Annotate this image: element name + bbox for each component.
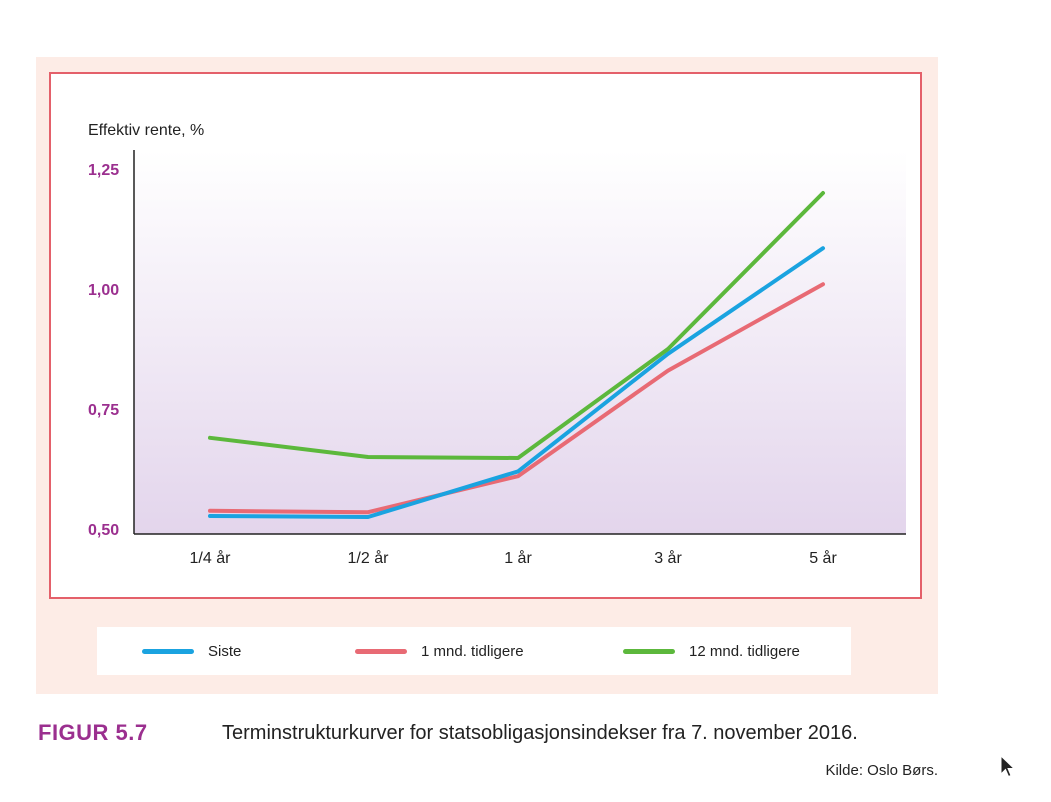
legend-item-1-mnd: 1 mnd. tidligere xyxy=(355,627,524,675)
figure-number: FIGUR 5.7 xyxy=(38,720,148,745)
x-ticks: 1/4 år 1/2 år 1 år 3 år 5 år xyxy=(190,549,838,567)
legend-label: Siste xyxy=(208,642,242,660)
y-tick-label: 1,00 xyxy=(88,282,119,299)
legend-swatch xyxy=(355,648,407,654)
x-tick-label: 3 år xyxy=(654,549,682,567)
series-lines xyxy=(208,191,825,519)
source-note: Kilde: Oslo Børs. xyxy=(825,762,938,779)
series-line-1 xyxy=(208,282,825,515)
y-ticks: 1,25 1,00 0,75 0,50 xyxy=(88,162,119,539)
y-tick-label: 0,75 xyxy=(88,402,119,419)
x-tick-label: 1/4 år xyxy=(190,549,232,567)
figure-caption: Terminstrukturkurver for statsobligasjon… xyxy=(222,722,858,744)
y-tick-label: 0,50 xyxy=(88,522,119,539)
y-axis-label: Effektiv rente, % xyxy=(88,122,204,139)
y-tick-label: 1,25 xyxy=(88,162,119,179)
x-tick-label: 1/2 år xyxy=(348,549,390,567)
legend-label: 12 mnd. tidligere xyxy=(689,642,800,660)
x-tick-label: 5 år xyxy=(809,549,837,567)
mouse-pointer-icon xyxy=(1000,755,1016,778)
legend: Siste 1 mnd. tidligere 12 mnd. tidligere xyxy=(97,627,851,675)
legend-item-12-mnd: 12 mnd. tidligere xyxy=(623,627,800,675)
legend-swatch xyxy=(142,648,194,654)
legend-swatch xyxy=(623,648,675,654)
x-tick-label: 1 år xyxy=(504,549,532,567)
legend-item-siste: Siste xyxy=(142,627,241,675)
series-line-2 xyxy=(208,191,825,460)
series-line-0 xyxy=(208,246,825,519)
legend-label: 1 mnd. tidligere xyxy=(421,642,524,660)
